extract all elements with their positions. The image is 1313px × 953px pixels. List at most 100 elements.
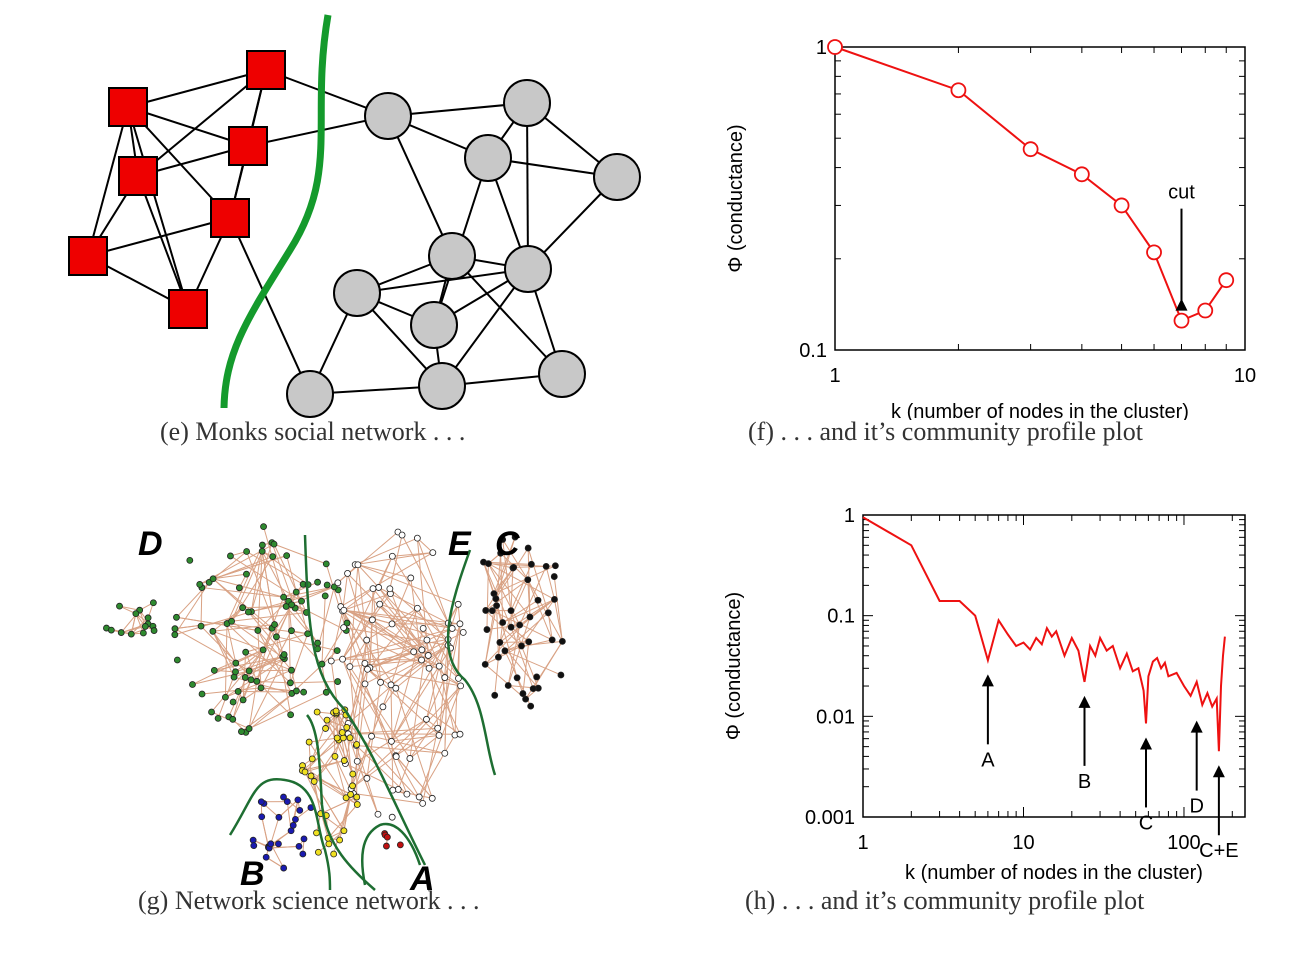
network-node — [379, 703, 387, 711]
network-node — [434, 724, 442, 732]
plot-frame — [862, 514, 1246, 818]
network-edge — [130, 617, 149, 635]
network-edge — [327, 804, 358, 839]
network-node — [289, 821, 297, 829]
network-node — [491, 691, 499, 699]
network-node — [550, 573, 558, 580]
network-node — [232, 659, 240, 667]
network-edge — [174, 611, 252, 636]
network-node — [392, 753, 400, 761]
network-edge — [527, 579, 563, 642]
y-tick-label: 0.1 — [799, 340, 827, 362]
network-edge — [356, 761, 379, 815]
network-node — [339, 655, 346, 663]
x-tick-label: 10 — [1234, 365, 1256, 387]
network-edge — [389, 588, 449, 640]
network-edge — [349, 666, 411, 759]
network-node — [288, 601, 296, 609]
monks-network-figure — [68, 14, 641, 418]
network-edge — [248, 681, 258, 729]
network-node — [313, 708, 321, 716]
network-node — [392, 684, 400, 692]
network-node — [287, 711, 295, 719]
network-edge — [263, 526, 287, 607]
x-axis-label: k (number of nodes in the cluster) — [891, 401, 1189, 420]
network-node — [229, 715, 237, 723]
network-node — [322, 725, 329, 732]
network-node — [492, 595, 500, 603]
network-node — [338, 729, 346, 736]
x-axis-label: k (number of nodes in the cluster) — [905, 862, 1203, 884]
network-node — [425, 664, 433, 672]
network-node — [435, 731, 443, 739]
network-node — [300, 688, 308, 696]
network-edge — [176, 616, 258, 631]
network-edge — [380, 644, 449, 683]
data-point — [1022, 141, 1039, 158]
network-node — [347, 791, 354, 798]
network-edge — [342, 658, 422, 661]
network-edge — [174, 628, 237, 664]
network-node — [510, 564, 518, 571]
network-edge — [270, 817, 280, 844]
network-node — [209, 627, 217, 635]
annotation-label: A — [981, 749, 995, 771]
network-node — [459, 628, 467, 636]
network-edge — [201, 687, 262, 695]
network-edge — [273, 543, 327, 565]
network-node — [305, 738, 313, 746]
network-edge — [224, 623, 228, 698]
network-node — [557, 671, 565, 679]
network-edge — [247, 611, 285, 655]
network-edge — [397, 758, 411, 790]
network-edge — [340, 552, 434, 608]
network-node — [376, 600, 384, 608]
network-node — [343, 723, 351, 731]
network-edge — [409, 734, 440, 759]
network-edge — [265, 856, 284, 869]
network-edge — [288, 586, 335, 602]
network-node — [323, 716, 331, 724]
cluster-boundary — [228, 778, 332, 891]
network-node — [374, 810, 382, 818]
network-node — [369, 585, 377, 593]
network-node — [346, 663, 354, 671]
caption-h: (h) . . . and it’s community profile plo… — [745, 886, 1145, 915]
network-node — [310, 778, 318, 785]
network-edge — [214, 649, 264, 671]
network-node — [353, 793, 361, 801]
network-edge — [422, 628, 446, 678]
network-edge — [418, 734, 456, 798]
network-node — [387, 681, 395, 689]
network-edge — [345, 763, 399, 790]
network-edge — [276, 636, 338, 652]
network-node — [340, 827, 348, 835]
network-edge — [290, 681, 338, 684]
network-node — [513, 674, 521, 682]
cluster-label-b: B — [240, 855, 265, 893]
network-edge — [283, 581, 318, 598]
network-edge — [192, 670, 250, 685]
network-edge — [242, 687, 262, 701]
community-profile-plot-h: 1 10 100 0.001 0.01 0.1 1 k (number of nodes in… — [723, 505, 1246, 884]
network-node — [262, 853, 270, 861]
y-tick-label: 1 — [816, 37, 827, 59]
network-node — [524, 544, 532, 552]
y-tick-label: 0.1 — [827, 606, 855, 628]
network-edge — [257, 630, 262, 688]
network-node — [210, 666, 218, 674]
network-node — [173, 656, 181, 664]
network-node — [222, 693, 229, 701]
network-edge — [357, 564, 411, 579]
network-node — [418, 656, 425, 664]
data-point — [1197, 302, 1214, 319]
network-node — [342, 794, 350, 802]
network-node — [214, 714, 222, 722]
network-node — [388, 620, 396, 628]
network-node — [197, 622, 205, 630]
network-edge — [391, 555, 449, 646]
network-node — [332, 707, 340, 715]
network-edge — [325, 563, 347, 631]
network-node — [314, 578, 321, 586]
network-edge — [257, 551, 263, 631]
